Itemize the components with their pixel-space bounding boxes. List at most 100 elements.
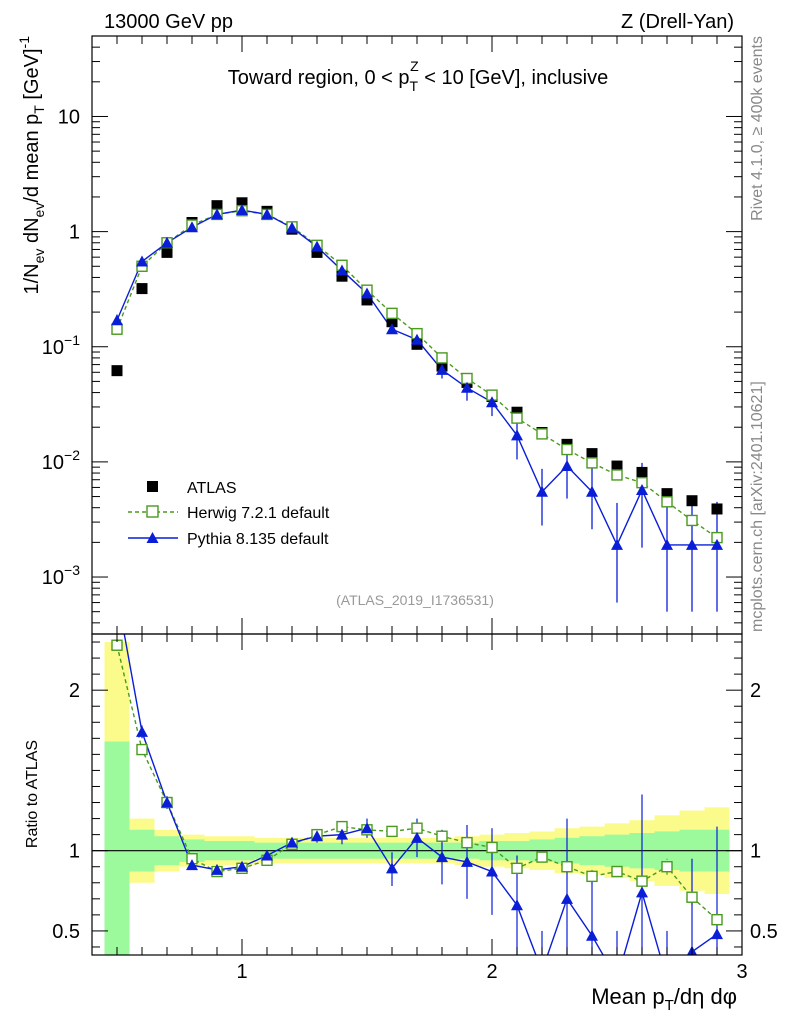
atlas-point <box>661 488 673 500</box>
pythia-point <box>461 381 473 393</box>
analysis-watermark: (ATLAS_2019_I1736531) <box>336 592 494 608</box>
pythia-ratio-point <box>236 860 248 872</box>
main-y-tick-label: 10−3 <box>42 562 80 589</box>
pythia-point <box>361 287 373 299</box>
pythia-ratio-point <box>536 965 548 976</box>
atlas-point <box>236 197 248 209</box>
herwig-ratio-point <box>586 870 598 883</box>
herwig-ratio-point <box>386 825 398 838</box>
atlas-point <box>586 448 598 460</box>
ratio-y-tick-label: 1 <box>69 841 80 863</box>
ratio-y-axis-label: Ratio to ATLAS <box>24 740 41 848</box>
atlas-point <box>611 460 623 472</box>
atlas-point <box>336 270 348 282</box>
x-tick-label: 1 <box>236 961 247 983</box>
atlas-point <box>161 246 173 258</box>
legend-herwig-label: Herwig 7.2.1 default <box>187 505 330 522</box>
atlas-point <box>311 246 323 258</box>
pythia-point <box>636 483 648 495</box>
pythia-ratio-point <box>361 822 373 834</box>
herwig-ratio-point <box>561 861 573 873</box>
pythia-point <box>386 323 398 335</box>
pythia-ratio-point <box>311 830 323 842</box>
herwig-point <box>686 514 698 527</box>
legend-atlas-marker <box>147 481 158 492</box>
herwig-point <box>436 352 448 364</box>
pythia-ratio-point <box>511 899 523 911</box>
pythia-ratio-line <box>123 634 718 955</box>
pythia-point <box>136 255 148 267</box>
ratio-y-tick-label-right: 0.5 <box>750 921 778 943</box>
herwig-ratio-point <box>536 851 548 863</box>
pythia-point <box>711 538 723 550</box>
legend-entry-pythia: Pythia 8.135 default <box>128 531 329 548</box>
herwig-point <box>561 443 573 456</box>
main-y-axis-label: 1/Nev dNev/d mean pT [GeV]-1 <box>16 36 47 295</box>
pythia-point <box>286 221 298 233</box>
legend-pythia-marker <box>146 532 159 543</box>
pythia-point <box>536 485 548 497</box>
atlas-point <box>136 283 148 295</box>
legend-pythia-label: Pythia 8.135 default <box>187 531 329 548</box>
pythia-point <box>686 538 698 550</box>
legend-herwig-marker <box>146 505 159 518</box>
atlas-point <box>211 200 223 212</box>
process-label: Z (Drell-Yan) <box>621 11 734 33</box>
pythia-ratio-point <box>611 973 623 984</box>
pythia-point <box>111 314 123 326</box>
pythia-ratio-point <box>661 973 673 984</box>
pythia-ratio-point <box>486 865 498 877</box>
herwig-ratio-point <box>136 743 148 756</box>
pythia-point <box>236 204 248 216</box>
main-panel: 10 1 10−1 10−2 10−3 Toward region, 0 < pTZ <… <box>16 35 743 635</box>
pythia-ratio-point <box>261 849 273 861</box>
herwig-point <box>611 469 623 481</box>
pythia-point <box>586 485 598 497</box>
atlas-point <box>636 466 648 478</box>
atlas-point <box>686 495 698 507</box>
herwig-ratio-point <box>486 841 498 854</box>
atlas-point <box>711 503 723 515</box>
pythia-ratio-point <box>211 863 223 875</box>
pythia-ratio-point <box>461 855 473 867</box>
atlas-point <box>511 406 523 418</box>
herwig-point <box>386 307 398 320</box>
main-y-tick-label: 10−1 <box>42 332 80 359</box>
herwig-ratio-point <box>436 830 448 842</box>
herwig-ratio-point <box>686 891 698 903</box>
pythia-ratio-point <box>136 725 148 737</box>
pythia-ratio-point <box>436 851 448 863</box>
mcplots-label: mcplots.cern.ch [arXiv:2401.10621] <box>749 381 766 632</box>
pythia-point <box>311 240 323 252</box>
pythia-ratio-point <box>161 796 173 808</box>
legend: ATLAS Herwig 7.2.1 default Pythia 8.135 … <box>128 480 330 548</box>
legend-entry-atlas: ATLAS <box>147 480 237 497</box>
atlas-point <box>361 294 373 306</box>
pythia-ratio-point <box>386 862 398 874</box>
pythia-point <box>211 208 223 220</box>
herwig-ratio-point <box>661 861 673 873</box>
ratio-y-tick-label: 0.5 <box>52 921 80 943</box>
rivet-label: Rivet 4.1.0, ≥ 400k events <box>749 36 766 221</box>
main-y-tick-label: 1 <box>69 222 80 244</box>
herwig-point <box>586 457 598 469</box>
pythia-point <box>611 538 623 550</box>
herwig-point <box>536 428 548 440</box>
pythia-point <box>486 396 498 408</box>
pythia-point <box>261 208 273 220</box>
atlas-point <box>111 365 123 377</box>
pythia-point <box>411 333 423 345</box>
pythia-ratio-point <box>186 859 198 871</box>
ratio-panel: 0.5 0.5 1 1 2 2 1 2 3 Ratio to ATLAS Mean pT/dη… <box>24 633 778 1014</box>
x-axis-label: Mean pT/dη dφ <box>591 984 737 1014</box>
pythia-ratio-point <box>561 892 573 904</box>
herwig-ratio-line <box>116 645 718 921</box>
pythia-ratio-point <box>336 828 348 840</box>
pythia-point <box>161 236 173 248</box>
herwig-ratio-point <box>636 875 648 887</box>
main-y-tick-label: 10 <box>58 106 80 128</box>
herwig-point <box>111 323 123 335</box>
herwig-ratio-point <box>711 913 723 926</box>
pythia-ratio-point <box>711 928 723 940</box>
